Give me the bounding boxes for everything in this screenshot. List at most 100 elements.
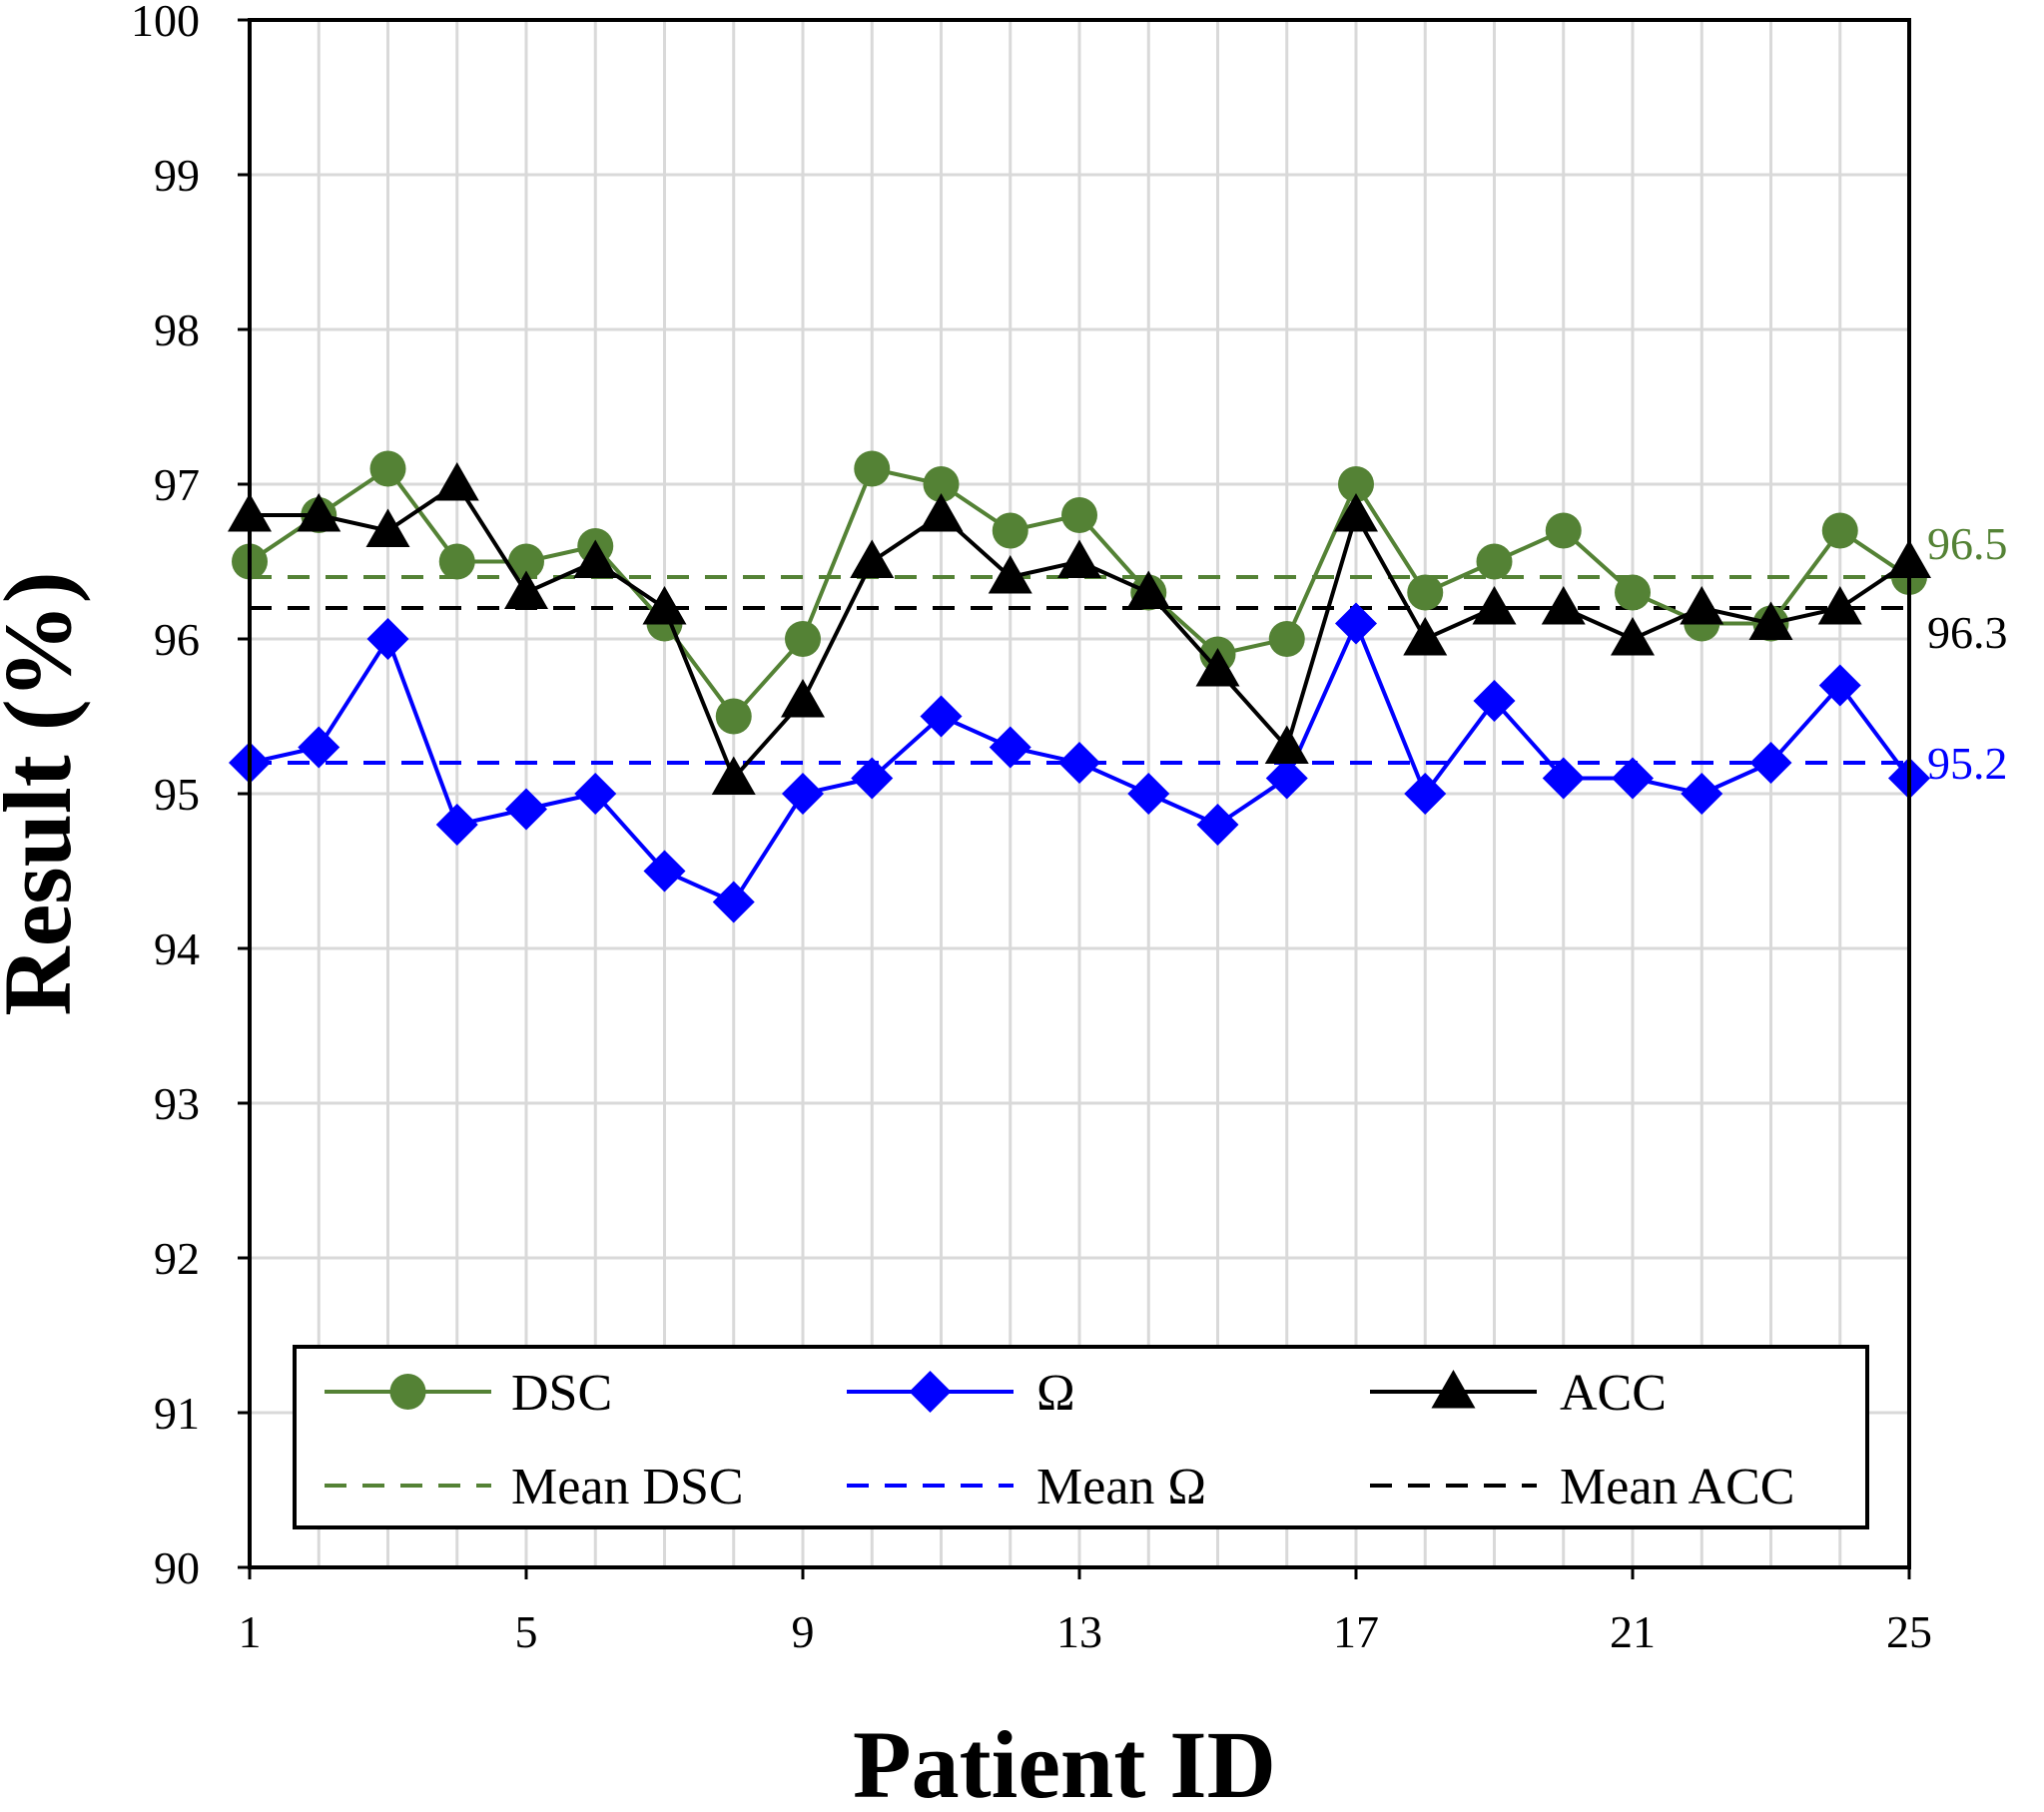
- data-point-circle: [923, 466, 960, 502]
- data-point-diamond: [782, 773, 824, 815]
- x-tick-label: 13: [1056, 1606, 1102, 1657]
- data-point-diamond: [1058, 742, 1100, 784]
- data-point-diamond: [712, 881, 755, 923]
- x-axis-title: Patient ID: [853, 1711, 1276, 1807]
- y-tick-label: 100: [131, 0, 200, 46]
- data-point-triangle: [1472, 586, 1517, 625]
- data-point-diamond: [1749, 742, 1792, 784]
- data-point-triangle: [919, 493, 964, 532]
- data-point-triangle: [1057, 539, 1101, 578]
- data-point-triangle: [297, 493, 341, 532]
- y-tick-label: 90: [154, 1542, 200, 1593]
- data-point-triangle: [1817, 586, 1862, 625]
- data-point-circle: [369, 450, 406, 487]
- y-tick-label: 92: [154, 1233, 200, 1284]
- y-tick-label: 91: [154, 1388, 200, 1439]
- legend: DSC Ω ACC Mean DSC Mean Ω Mean ACC: [293, 1345, 1869, 1529]
- data-point-diamond: [435, 804, 478, 846]
- x-tick-label: 1: [239, 1606, 262, 1657]
- axis-ticks: 90 91 92 93 94 95 96 97 98 99 100 1 5 9 13 17 21 25: [131, 0, 1932, 1657]
- data-point-diamond: [298, 726, 341, 769]
- x-tick-label: 9: [792, 1606, 815, 1657]
- data-point-diamond: [366, 618, 409, 660]
- data-point-triangle: [1264, 725, 1309, 764]
- legend-label: Mean DSC: [511, 1459, 744, 1515]
- legend-label: ACC: [1560, 1365, 1667, 1422]
- data-point-diamond: [1404, 773, 1447, 815]
- y-tick-label: 95: [154, 769, 200, 820]
- data-point-diamond: [1265, 757, 1308, 800]
- data-point-triangle: [1334, 493, 1378, 532]
- data-point-circle: [389, 1374, 426, 1410]
- data-point-circle: [785, 621, 821, 657]
- data-point-triangle: [1611, 617, 1655, 656]
- y-tick-label: 94: [154, 923, 200, 974]
- data-point-circle: [1268, 621, 1305, 657]
- series-omega: [229, 602, 1930, 923]
- data-point-circle: [1476, 543, 1513, 580]
- y-tick-label: 93: [154, 1078, 200, 1129]
- x-tick-label: 21: [1610, 1606, 1656, 1657]
- data-point-diamond: [909, 1371, 952, 1413]
- y-tick-label: 99: [154, 150, 200, 201]
- data-point-triangle: [642, 586, 687, 625]
- legend-label: Ω: [1036, 1365, 1075, 1422]
- data-point-diamond: [505, 788, 547, 831]
- data-point-triangle: [1403, 617, 1448, 656]
- data-point-circle: [992, 512, 1028, 549]
- data-point-diamond: [1542, 757, 1585, 800]
- data-point-triangle: [504, 570, 548, 609]
- data-point-triangle: [1680, 586, 1724, 625]
- data-point-triangle: [365, 508, 410, 547]
- data-point-diamond: [1612, 757, 1654, 800]
- data-point-diamond: [1818, 664, 1861, 707]
- mean-value-label: 95.2: [1927, 738, 2008, 789]
- data-point-triangle: [1431, 1370, 1476, 1409]
- data-point-diamond: [1473, 680, 1516, 722]
- data-point-triangle: [711, 756, 756, 795]
- data-point-triangle: [781, 679, 825, 718]
- data-point-triangle: [1541, 586, 1586, 625]
- data-point-circle: [715, 698, 752, 735]
- series-acc: [228, 462, 1931, 795]
- data-point-triangle: [988, 555, 1032, 594]
- y-tick-label: 97: [154, 459, 200, 510]
- data-point-diamond: [643, 850, 686, 893]
- series-lines: [228, 450, 1931, 923]
- mean-value-label: 96.5: [1927, 518, 2008, 569]
- data-point-diamond: [1681, 773, 1723, 815]
- data-point-triangle: [573, 539, 618, 578]
- data-point-triangle: [1748, 601, 1793, 640]
- data-point-diamond: [1127, 773, 1170, 815]
- legend-box: [293, 1345, 1869, 1529]
- legend-label: Mean Ω: [1036, 1459, 1206, 1515]
- data-point-circle: [1545, 512, 1582, 549]
- x-tick-label: 25: [1886, 1606, 1932, 1657]
- data-point-triangle: [1126, 570, 1171, 609]
- x-tick-label: 5: [515, 1606, 538, 1657]
- mean-value-label: 96.3: [1927, 607, 2008, 658]
- data-point-diamond: [920, 695, 963, 738]
- data-point-diamond: [989, 726, 1031, 769]
- data-point-diamond: [851, 757, 894, 800]
- x-tick-label: 17: [1333, 1606, 1379, 1657]
- data-point-circle: [1338, 466, 1374, 502]
- data-point-circle: [1061, 497, 1097, 533]
- legend-label: DSC: [511, 1365, 612, 1422]
- y-tick-label: 96: [154, 614, 200, 665]
- data-point-diamond: [574, 773, 617, 815]
- data-point-circle: [854, 450, 891, 487]
- data-point-circle: [508, 543, 544, 580]
- data-point-diamond: [1196, 804, 1239, 846]
- grid: [248, 18, 1911, 1569]
- data-point-diamond: [1335, 602, 1377, 645]
- data-point-circle: [1615, 574, 1651, 611]
- data-point-triangle: [850, 539, 895, 578]
- data-point-circle: [438, 543, 475, 580]
- y-axis-title: Result (%): [0, 571, 91, 1015]
- data-point-triangle: [434, 462, 479, 501]
- data-point-triangle: [1195, 648, 1240, 687]
- y-tick-label: 98: [154, 304, 200, 355]
